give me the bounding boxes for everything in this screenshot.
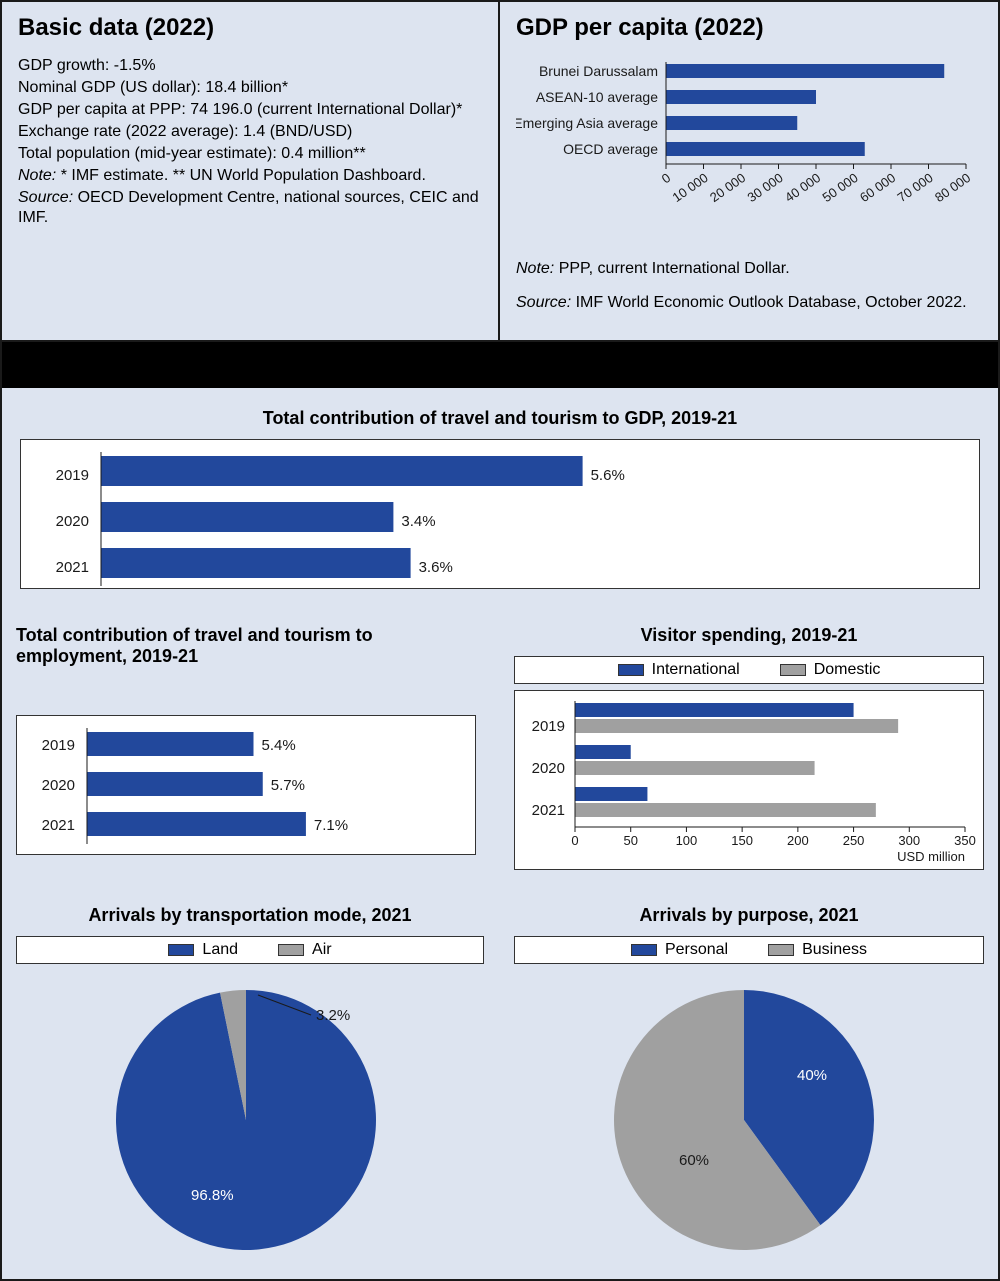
- svg-text:2019: 2019: [532, 718, 565, 735]
- employment-title: Total contribution of travel and tourism…: [16, 625, 484, 667]
- gdp-per-capita-panel: GDP per capita (2022) Brunei Darussalam A…: [500, 2, 998, 340]
- source-text: IMF World Economic Outlook Database, Oct…: [571, 294, 966, 311]
- section-heading: Key tourism indicators: [2, 342, 998, 388]
- basic-data-source: Source: OECD Development Centre, nationa…: [18, 188, 482, 228]
- purpose-legend: PersonalBusiness: [514, 936, 984, 964]
- svg-text:USD million: USD million: [897, 849, 965, 864]
- svg-text:100: 100: [676, 833, 698, 848]
- svg-text:2019: 2019: [56, 467, 89, 484]
- purpose-col: Arrivals by purpose, 2021 PersonalBusine…: [514, 899, 984, 1265]
- svg-text:2019: 2019: [42, 737, 75, 754]
- svg-text:3.6%: 3.6%: [419, 559, 453, 576]
- svg-text:3.4%: 3.4%: [401, 513, 435, 530]
- transport-title: Arrivals by transportation mode, 2021: [16, 905, 484, 926]
- svg-text:200: 200: [787, 833, 809, 848]
- tourism-gdp-title: Total contribution of travel and tourism…: [16, 408, 984, 429]
- svg-text:40 000: 40 000: [782, 170, 823, 205]
- source-label: Source:: [516, 294, 571, 311]
- gdp-title: GDP per capita (2022): [516, 14, 982, 42]
- svg-text:50: 50: [623, 833, 637, 848]
- page-root: Basic data (2022) GDP growth: -1.5%Nomin…: [0, 0, 1000, 1281]
- note-text: * IMF estimate. ** UN World Population D…: [56, 167, 426, 184]
- gdp-note: Note: PPP, current International Dollar.: [516, 260, 982, 278]
- svg-text:2020: 2020: [42, 777, 75, 794]
- purpose-pie-chart: 40% 60%: [514, 970, 984, 1260]
- svg-text:2020: 2020: [56, 513, 89, 530]
- svg-text:7.1%: 7.1%: [314, 817, 348, 834]
- note-text: PPP, current International Dollar.: [554, 260, 789, 277]
- svg-text:Emerging Asia average: Emerging Asia average: [516, 115, 658, 131]
- svg-text:5.4%: 5.4%: [262, 737, 296, 754]
- note-label: Note:: [516, 260, 554, 277]
- svg-text:OECD average: OECD average: [563, 141, 658, 157]
- svg-text:ASEAN-10 average: ASEAN-10 average: [536, 89, 658, 105]
- basic-data-body: GDP growth: -1.5%Nominal GDP (US dollar)…: [18, 56, 482, 164]
- svg-text:350: 350: [954, 833, 976, 848]
- spending-col: Visitor spending, 2019-21 InternationalD…: [514, 619, 984, 875]
- svg-text:250: 250: [843, 833, 865, 848]
- gdp-per-capita-chart: Brunei Darussalam ASEAN-10 average Emergin…: [516, 56, 986, 241]
- transport-legend: LandAir: [16, 936, 484, 964]
- spending-chart: 2019 2020 2021 0 50 100 150 200 250 300 350USD mil…: [514, 690, 984, 870]
- source-label: Source:: [18, 189, 73, 206]
- tourism-panel: Total contribution of travel and tourism…: [2, 388, 998, 1279]
- top-row: Basic data (2022) GDP growth: -1.5%Nomin…: [2, 2, 998, 342]
- svg-text:40%: 40%: [797, 1067, 827, 1084]
- svg-text:60 000: 60 000: [857, 170, 898, 205]
- basic-data-title: Basic data (2022): [18, 14, 482, 42]
- svg-text:80 000: 80 000: [932, 170, 973, 205]
- svg-text:60%: 60%: [679, 1152, 709, 1169]
- basic-line: GDP growth: -1.5%: [18, 56, 482, 76]
- svg-text:300: 300: [898, 833, 920, 848]
- svg-text:2021: 2021: [532, 802, 565, 819]
- svg-text:5.6%: 5.6%: [591, 467, 625, 484]
- svg-text:10 000: 10 000: [670, 170, 711, 205]
- gdp-source: Source: IMF World Economic Outlook Datab…: [516, 294, 982, 312]
- svg-text:30 000: 30 000: [745, 170, 786, 205]
- transport-col: Arrivals by transportation mode, 2021 La…: [16, 899, 484, 1265]
- transport-pie-chart: 3.2% 96.8%: [16, 970, 476, 1260]
- row-3: Arrivals by transportation mode, 2021 La…: [16, 899, 984, 1265]
- basic-line: Nominal GDP (US dollar): 18.4 billion*: [18, 78, 482, 98]
- svg-text:0: 0: [571, 833, 578, 848]
- tourism-gdp-chart: 2019 5.6% 2020 3.4% 2021 3.6%: [20, 439, 980, 589]
- svg-text:70 000: 70 000: [895, 170, 936, 205]
- note-label: Note:: [18, 167, 56, 184]
- svg-text:3.2%: 3.2%: [316, 1007, 350, 1024]
- employment-chart: 2019 5.4% 2020 5.7% 2021 7.1%: [16, 715, 476, 855]
- basic-data-note: Note: * IMF estimate. ** UN World Popula…: [18, 166, 482, 186]
- svg-text:96.8%: 96.8%: [191, 1187, 234, 1204]
- employment-col: Total contribution of travel and tourism…: [16, 619, 484, 875]
- purpose-title: Arrivals by purpose, 2021: [514, 905, 984, 926]
- spending-title: Visitor spending, 2019-21: [514, 625, 984, 646]
- basic-line: Total population (mid-year estimate): 0.…: [18, 144, 482, 164]
- basic-line: GDP per capita at PPP: 74 196.0 (current…: [18, 100, 482, 120]
- basic-line: Exchange rate (2022 average): 1.4 (BND/U…: [18, 122, 482, 142]
- svg-text:0: 0: [659, 170, 674, 186]
- svg-text:20 000: 20 000: [707, 170, 748, 205]
- row-2: Total contribution of travel and tourism…: [16, 619, 984, 875]
- spending-legend: InternationalDomestic: [514, 656, 984, 684]
- basic-data-panel: Basic data (2022) GDP growth: -1.5%Nomin…: [2, 2, 500, 340]
- svg-text:2020: 2020: [532, 760, 565, 777]
- svg-text:150: 150: [731, 833, 753, 848]
- svg-text:Brunei Darussalam: Brunei Darussalam: [539, 63, 658, 79]
- source-text: OECD Development Centre, national source…: [18, 189, 479, 226]
- svg-text:50 000: 50 000: [820, 170, 861, 205]
- svg-text:2021: 2021: [56, 559, 89, 576]
- svg-text:5.7%: 5.7%: [271, 777, 305, 794]
- svg-text:2021: 2021: [42, 817, 75, 834]
